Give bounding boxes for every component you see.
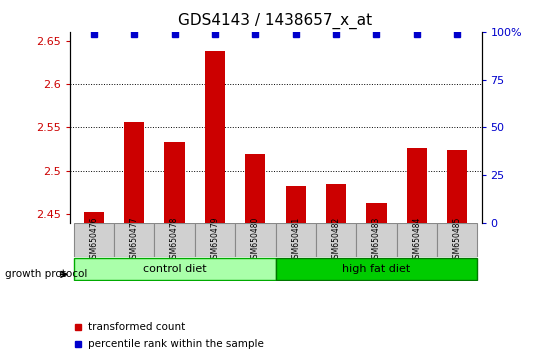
- Bar: [74, 258, 276, 280]
- Bar: [316, 223, 356, 257]
- Bar: [83, 212, 104, 223]
- Title: GDS4143 / 1438657_x_at: GDS4143 / 1438657_x_at: [179, 13, 372, 29]
- Bar: [356, 223, 396, 257]
- Text: GSM650484: GSM650484: [412, 217, 422, 263]
- Bar: [396, 223, 437, 257]
- Text: control diet: control diet: [143, 264, 207, 274]
- Bar: [195, 223, 235, 257]
- Bar: [114, 223, 155, 257]
- Bar: [276, 258, 477, 280]
- Text: GSM650478: GSM650478: [170, 217, 179, 263]
- Bar: [286, 185, 306, 223]
- Text: high fat diet: high fat diet: [342, 264, 411, 274]
- Bar: [74, 223, 114, 257]
- Text: GSM650482: GSM650482: [332, 217, 341, 263]
- Text: transformed count: transformed count: [88, 321, 186, 332]
- Text: percentile rank within the sample: percentile rank within the sample: [88, 339, 264, 349]
- Bar: [447, 150, 468, 223]
- Bar: [366, 203, 387, 223]
- Text: GSM650481: GSM650481: [291, 217, 300, 263]
- Bar: [407, 148, 427, 223]
- Bar: [437, 223, 477, 257]
- Text: GSM650477: GSM650477: [129, 217, 139, 263]
- Text: GSM650476: GSM650476: [89, 217, 98, 263]
- Bar: [235, 223, 276, 257]
- Bar: [164, 142, 185, 223]
- Bar: [124, 122, 144, 223]
- Bar: [155, 223, 195, 257]
- Bar: [276, 223, 316, 257]
- Text: GSM650483: GSM650483: [372, 217, 381, 263]
- Text: GSM650479: GSM650479: [210, 217, 219, 263]
- Bar: [245, 154, 265, 223]
- Text: GSM650480: GSM650480: [251, 217, 260, 263]
- Text: growth protocol: growth protocol: [5, 269, 88, 279]
- Bar: [205, 51, 225, 223]
- Bar: [326, 184, 346, 223]
- Text: GSM650485: GSM650485: [453, 217, 462, 263]
